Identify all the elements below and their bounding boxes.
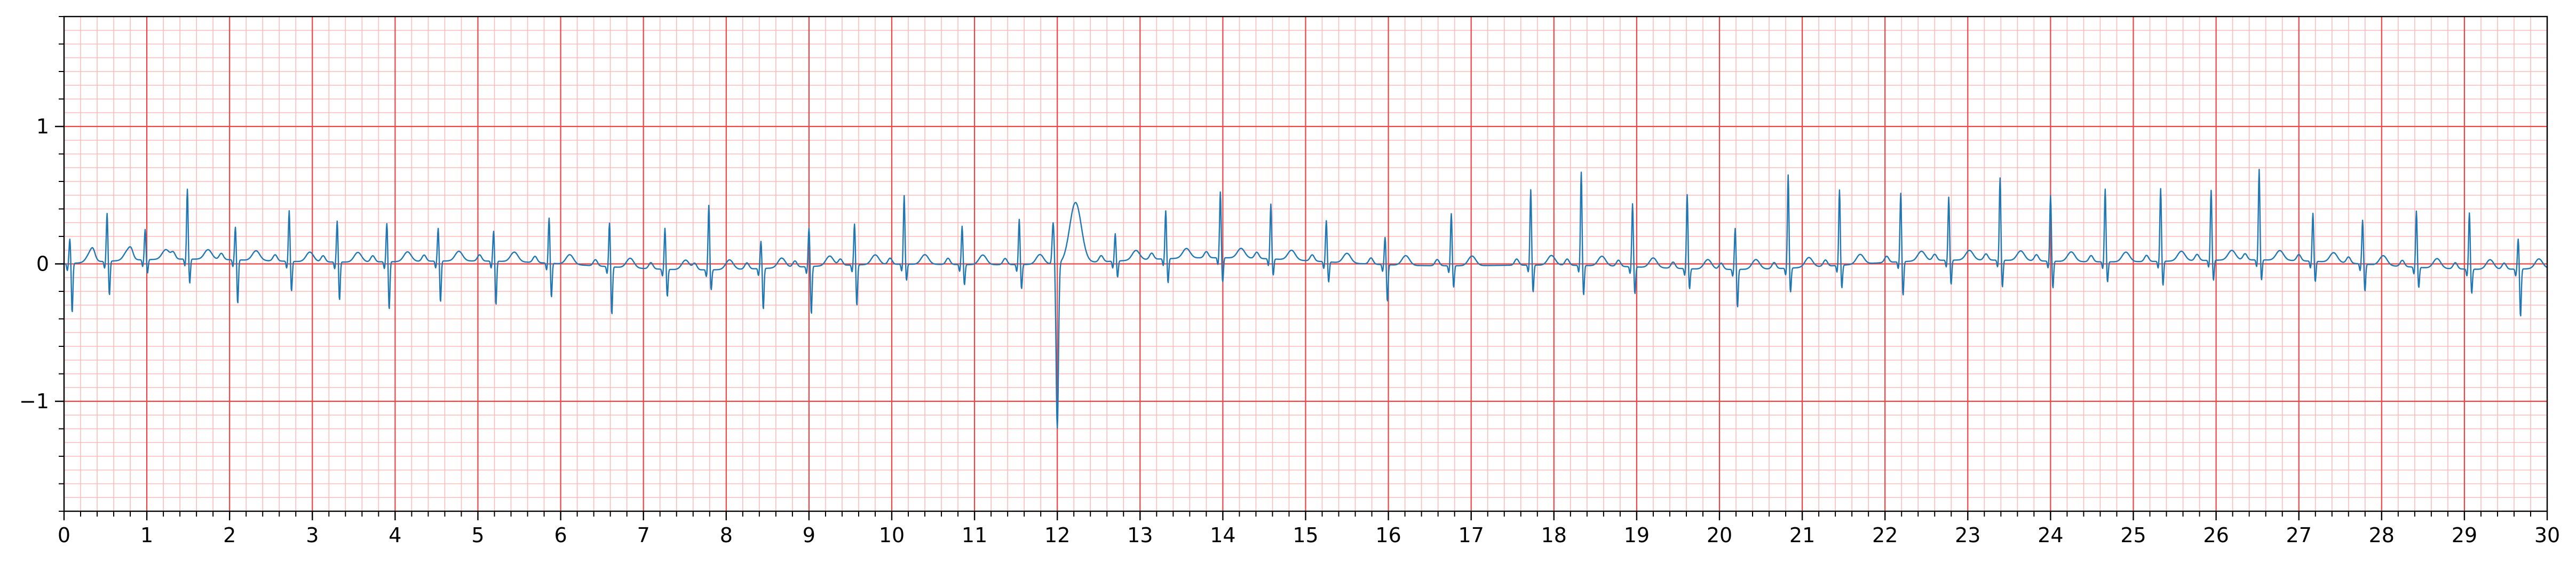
- x-tick-label: 1: [140, 524, 153, 547]
- x-tick-label: 3: [306, 524, 319, 547]
- x-tick-label: 4: [389, 524, 401, 547]
- x-tick-label: 15: [1293, 524, 1318, 547]
- x-tick-label: 26: [2203, 524, 2229, 547]
- y-tick-label: −1: [19, 390, 49, 413]
- x-tick-label: 29: [2452, 524, 2477, 547]
- x-tick-label: 24: [2038, 524, 2063, 547]
- ecg-signal-trace: [63, 169, 2548, 429]
- x-tick-label: 30: [2534, 524, 2560, 547]
- x-tick-label: 8: [720, 524, 733, 547]
- y-axis: −1 0 1: [19, 16, 64, 512]
- x-tick-label: 19: [1624, 524, 1650, 547]
- x-tick-label: 23: [1955, 524, 1980, 547]
- x-tick-label: 6: [554, 524, 567, 547]
- x-tick-label: 16: [1375, 524, 1401, 547]
- x-tick-label: 28: [2369, 524, 2395, 547]
- x-tick-label: 10: [879, 524, 905, 547]
- x-tick-label: 27: [2286, 524, 2312, 547]
- x-tick-label: 13: [1127, 524, 1153, 547]
- x-tick-label: 18: [1541, 524, 1567, 547]
- x-tick-label: 17: [1459, 524, 1484, 547]
- x-tick-label: 12: [1044, 524, 1070, 547]
- x-tick-label: 7: [637, 524, 650, 547]
- x-tick-label: 5: [471, 524, 484, 547]
- y-tick-label: 1: [36, 115, 49, 138]
- y-tick-label: 0: [36, 252, 49, 276]
- x-tick-label: 14: [1210, 524, 1235, 547]
- x-tick-label: 2: [223, 524, 236, 547]
- x-tick-label: 20: [1707, 524, 1732, 547]
- x-tick-label: 9: [803, 524, 815, 547]
- x-tick-label: 11: [962, 524, 987, 547]
- plot-area: [63, 15, 2548, 512]
- x-tick-label: 0: [58, 524, 70, 547]
- x-tick-label: 21: [1789, 524, 1815, 547]
- x-tick-label: 22: [1872, 524, 1898, 547]
- x-axis: 0 1 2 3 4 5 6 7 8 9 10 11 12 13 14 15 16 17 18 19 20 21 22 23 24…: [58, 511, 2560, 547]
- x-tick-label: 25: [2120, 524, 2146, 547]
